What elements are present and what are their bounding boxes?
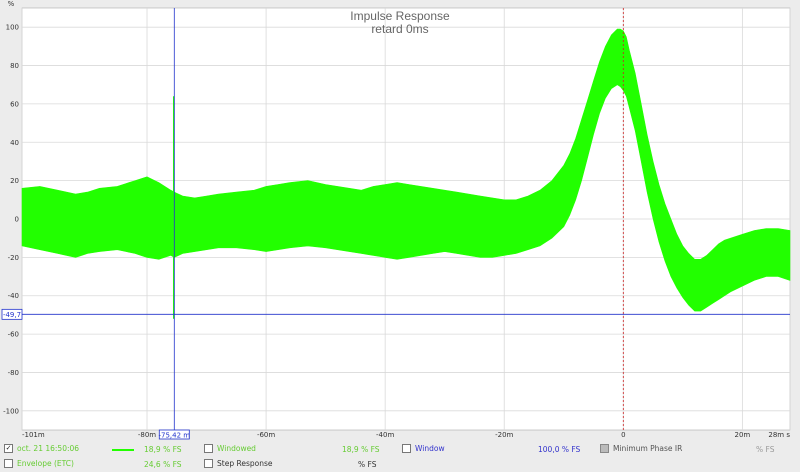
cursor-y-label-box [1, 308, 23, 320]
chart-title: Impulse Response [350, 9, 450, 23]
y-tick-label: 20 [10, 177, 19, 185]
windowed-checkbox[interactable] [204, 444, 213, 453]
minimum-phase-value: % FS [756, 445, 775, 454]
chart-svg[interactable]: 100 80 60 40 20 0 -20 -40 -60 -80 -100 -101m -80m -60… [0, 0, 800, 440]
y-tick-label: -20 [8, 254, 19, 262]
cursor-y-label: -49,7 [3, 311, 21, 319]
x-tick-label: -60m [257, 431, 275, 439]
y-tick-label: 80 [10, 62, 19, 70]
x-tick-label: -20m [495, 431, 513, 439]
x-tick-label: 0 [621, 431, 625, 439]
impulse-response-chart[interactable]: 100 80 60 40 20 0 -20 -40 -60 -80 -100 -101m -80m -60… [0, 0, 800, 440]
axes: 100 80 60 40 20 0 -20 -40 -60 -80 -100 -101m -80m -60… [1, 24, 790, 440]
measurement-label: oct. 21 16:50:06 [17, 444, 80, 453]
y-tick-label: 40 [10, 139, 19, 147]
cursor-x-label-box [158, 429, 190, 440]
series-envelope [21, 28, 791, 312]
chart-subtitle: retard 0ms [371, 22, 428, 36]
y-axis-unit: % [8, 0, 15, 8]
envelope-label: Envelope (ETC) [17, 459, 74, 468]
minimum-phase-label: Minimum Phase IR [613, 444, 683, 453]
y-tick-label: 60 [10, 100, 19, 108]
step-response-label: Step Response [217, 459, 273, 468]
x-tick-label: 28m s [768, 431, 790, 439]
window-value: 100,0 % FS [538, 445, 581, 454]
x-tick-label: -101m [22, 431, 45, 439]
window-checkbox[interactable] [402, 444, 411, 453]
legend-item-minimum-phase[interactable]: Minimum Phase IR [600, 444, 682, 453]
y-tick-label: 100 [6, 24, 19, 32]
measurement-checkbox[interactable]: ✓ [4, 444, 13, 453]
y-tick-label: -40 [8, 292, 19, 300]
series-layer [21, 8, 791, 430]
step-response-checkbox[interactable] [204, 459, 213, 468]
x-tick-label: 20m [735, 431, 751, 439]
y-tick-label: -60 [8, 331, 19, 339]
step-response-value: % FS [358, 460, 377, 469]
measurement-color-swatch [112, 449, 134, 451]
legend-item-measurement[interactable]: ✓ oct. 21 16:50:06 [4, 444, 79, 453]
windowed-value: 18,9 % FS [342, 445, 380, 454]
y-tick-label: -100 [3, 407, 19, 415]
legend-item-windowed[interactable]: Windowed [204, 444, 256, 453]
envelope-value: 24,6 % FS [144, 460, 182, 469]
legend-item-step-response[interactable]: Step Response [204, 459, 272, 468]
envelope-checkbox[interactable] [4, 459, 13, 468]
legend-item-envelope[interactable]: Envelope (ETC) [4, 459, 74, 468]
minimum-phase-checkbox[interactable] [600, 444, 609, 453]
legend-panel: ✓ oct. 21 16:50:06 18,9 % FS Envelope (E… [0, 440, 800, 472]
y-tick-label: -80 [8, 369, 19, 377]
window-label: Window [415, 444, 445, 453]
y-tick-label: 0 [15, 216, 19, 224]
measurement-value: 18,9 % FS [144, 445, 182, 454]
legend-item-window[interactable]: Window [402, 444, 445, 453]
x-tick-label: -40m [376, 431, 394, 439]
windowed-label: Windowed [217, 444, 256, 453]
cursor-x-label: -75,42 m [158, 432, 190, 440]
x-tick-label: -80m [138, 431, 156, 439]
